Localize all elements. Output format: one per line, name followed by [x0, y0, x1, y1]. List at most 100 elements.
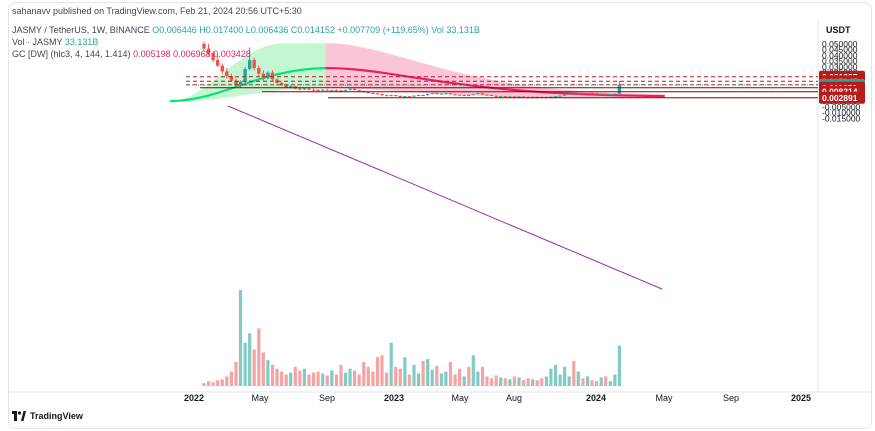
- tradingview-logo[interactable]: TradingView: [12, 411, 83, 421]
- candle-body: [416, 95, 421, 96]
- volume-bar: [444, 371, 448, 386]
- candle-body: [321, 89, 325, 91]
- candle-body: [604, 93, 608, 95]
- candle-body: [471, 94, 475, 96]
- candle-body: [343, 89, 348, 91]
- volume-bar: [343, 372, 348, 386]
- candle-body: [581, 93, 585, 95]
- candle-body: [302, 88, 307, 90]
- candle-body: [457, 94, 462, 96]
- volume-bar: [544, 376, 548, 386]
- candle-body: [206, 48, 211, 54]
- candle-body: [517, 96, 521, 98]
- volume-bar: [207, 381, 211, 386]
- volume-bar: [531, 379, 535, 386]
- y-tick-label: 0.040000: [822, 50, 858, 60]
- volume-bar: [590, 380, 594, 386]
- candle-body: [366, 92, 370, 94]
- volume-bar: [581, 378, 585, 386]
- volume-bar: [499, 377, 503, 386]
- candle-body: [279, 82, 284, 86]
- volume-bar: [576, 371, 580, 386]
- gc-indicator-label[interactable]: GC [DW] (hlc3, 4, 144, 1.414): [12, 49, 131, 59]
- x-tick-label: Sep: [723, 393, 739, 403]
- price-level-label: 0.002891: [822, 93, 858, 103]
- y-tick-label: 0.035000: [822, 56, 858, 66]
- candle-body: [202, 44, 206, 49]
- legend-symbol-row: JASMY / TetherUS, 1W, BINANCE O0.006446 …: [12, 24, 480, 36]
- candle-body: [494, 95, 498, 97]
- candle-body: [489, 95, 494, 96]
- volume-bar: [462, 376, 466, 386]
- x-tick-label: 2024: [586, 393, 606, 403]
- candle-body: [613, 93, 617, 95]
- volume-bar: [595, 381, 599, 386]
- volume-bar: [266, 360, 270, 386]
- gc-value-2: 0.006968: [173, 49, 211, 59]
- candle-body: [211, 53, 215, 60]
- volume-bar: [394, 366, 398, 386]
- volume-bar: [293, 366, 297, 386]
- candle-body: [576, 93, 580, 95]
- candle-body: [284, 85, 288, 88]
- volume-bar: [403, 357, 407, 386]
- candle-body: [562, 94, 567, 96]
- currency-label[interactable]: USDT: [826, 25, 851, 35]
- volume-inline: Vol 33.131B: [431, 25, 480, 35]
- volume-bar: [275, 368, 279, 386]
- volume-value: 33.131B: [64, 37, 99, 47]
- candle-body: [558, 95, 562, 97]
- candle-body: [216, 60, 220, 66]
- candle-body: [398, 96, 402, 97]
- candle-body: [330, 90, 334, 92]
- volume-bar: [503, 378, 507, 386]
- candle-body: [243, 69, 247, 82]
- x-tick-label: Sep: [319, 393, 335, 403]
- candle-body: [567, 94, 571, 96]
- candle-body: [257, 68, 261, 74]
- volume-bar: [312, 372, 316, 386]
- candle-body: [439, 93, 444, 95]
- candle-body: [585, 93, 590, 94]
- volume-bar: [375, 357, 380, 386]
- candle-body: [444, 93, 448, 95]
- volume-label[interactable]: Vol · JASMY: [12, 37, 63, 47]
- price-level-label: 0.008214: [822, 87, 858, 97]
- volume-bar: [453, 374, 457, 386]
- volume-bar: [366, 366, 370, 386]
- candle-body: [476, 93, 480, 95]
- volume-bar: [426, 359, 430, 386]
- volume-bar: [558, 374, 562, 386]
- candle-body: [220, 65, 224, 72]
- y-tick-label: -0.010000: [822, 108, 861, 118]
- candle-body: [266, 72, 270, 79]
- volume-bar: [617, 345, 621, 386]
- candle-body: [375, 93, 380, 95]
- y-tick-label: -0.015000: [822, 113, 861, 123]
- candle-body: [599, 93, 603, 95]
- candle-body: [225, 71, 229, 76]
- volume-bar: [599, 377, 603, 386]
- candle-body: [453, 94, 457, 96]
- ohlc-values: O0.006446 H0.017400 L0.006436 C0.014152 …: [152, 25, 429, 35]
- volume-bar: [535, 380, 539, 386]
- candle-body: [608, 94, 612, 96]
- candle-body: [421, 95, 425, 96]
- volume-bar: [480, 366, 485, 386]
- candle-body: [394, 95, 398, 97]
- x-tick-label: 2023: [384, 393, 404, 403]
- volume-bar: [407, 374, 411, 386]
- candle-body: [485, 94, 489, 96]
- symbol-label[interactable]: JASMY / TetherUS, 1W, BINANCE: [12, 25, 150, 35]
- volume-bar: [604, 376, 608, 386]
- volume-bar: [229, 371, 233, 386]
- x-tick-label: May: [451, 393, 469, 403]
- candle-body: [357, 90, 361, 92]
- publish-caption: sahanavv published on TradingView.com, F…: [12, 6, 302, 16]
- candle-body: [430, 93, 434, 95]
- candle-body: [549, 96, 553, 98]
- candle-body: [407, 96, 412, 98]
- volume-bar: [421, 361, 425, 386]
- candle-body: [403, 96, 407, 98]
